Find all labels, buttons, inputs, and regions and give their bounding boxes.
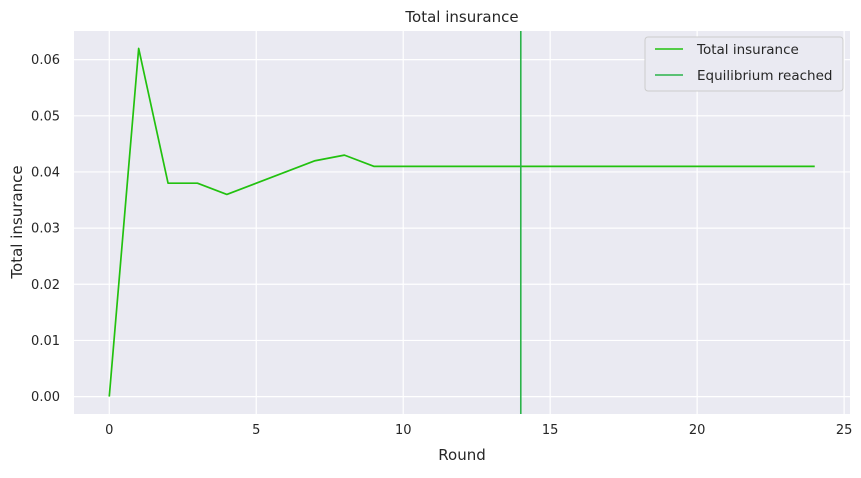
- x-tick-label: 10: [395, 423, 412, 438]
- y-tick-label: 0.06: [31, 53, 60, 68]
- x-tick-labels: 0 5 10 15 20 25: [105, 423, 852, 438]
- y-tick-labels: 0.00 0.01 0.02 0.03 0.04 0.05 0.06: [31, 53, 60, 405]
- x-tick-label: 5: [252, 423, 260, 438]
- x-tick-label: 25: [836, 423, 853, 438]
- y-axis-label: Total insurance: [8, 165, 26, 279]
- y-tick-label: 0.03: [31, 222, 60, 237]
- x-axis-label: Round: [438, 446, 485, 464]
- legend: Total insurance Equilibrium reached: [645, 37, 843, 91]
- chart-title: Total insurance: [404, 8, 518, 26]
- y-tick-label: 0.00: [31, 390, 60, 405]
- x-tick-label: 20: [689, 423, 706, 438]
- x-tick-label: 15: [542, 423, 559, 438]
- x-tick-label: 0: [105, 423, 113, 438]
- y-tick-label: 0.01: [31, 334, 60, 349]
- legend-label-equilibrium-reached: Equilibrium reached: [697, 68, 832, 84]
- y-tick-label: 0.04: [31, 165, 60, 180]
- legend-label-total-insurance: Total insurance: [696, 42, 799, 58]
- y-tick-label: 0.02: [31, 278, 60, 293]
- y-tick-label: 0.05: [31, 109, 60, 124]
